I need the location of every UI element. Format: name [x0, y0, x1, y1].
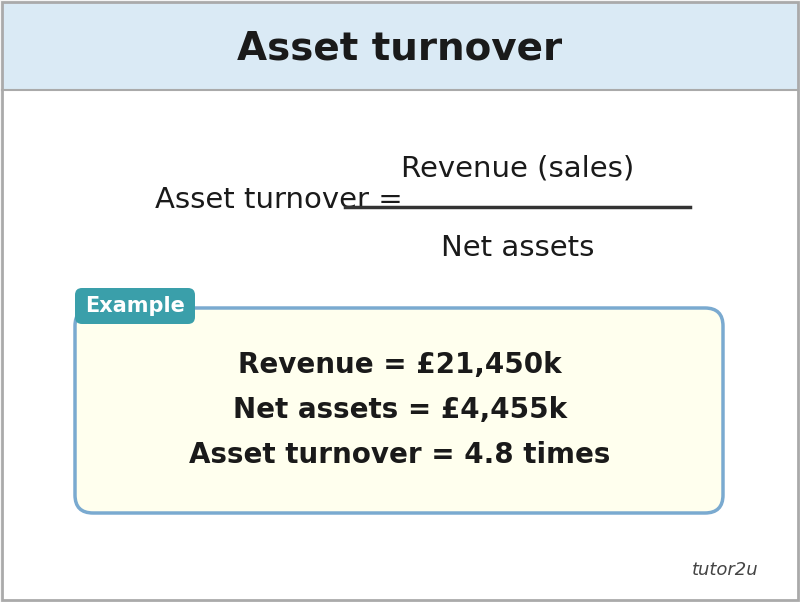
Text: Net assets: Net assets [441, 234, 594, 262]
Text: tutor2u: tutor2u [692, 561, 758, 579]
Text: Revenue (sales): Revenue (sales) [401, 154, 634, 182]
Text: Asset turnover =: Asset turnover = [155, 186, 402, 214]
Text: Net assets = £4,455k: Net assets = £4,455k [233, 396, 567, 424]
Text: Revenue = £21,450k: Revenue = £21,450k [238, 351, 562, 379]
Bar [2, 90, 798, 600]
Text: Asset turnover = 4.8 times: Asset turnover = 4.8 times [190, 441, 610, 469]
FancyBboxPatch shape [75, 308, 723, 513]
FancyBboxPatch shape [75, 288, 195, 324]
Text: Asset turnover: Asset turnover [238, 29, 562, 67]
Text: Example: Example [85, 296, 185, 316]
Bar [2, 2, 798, 90]
